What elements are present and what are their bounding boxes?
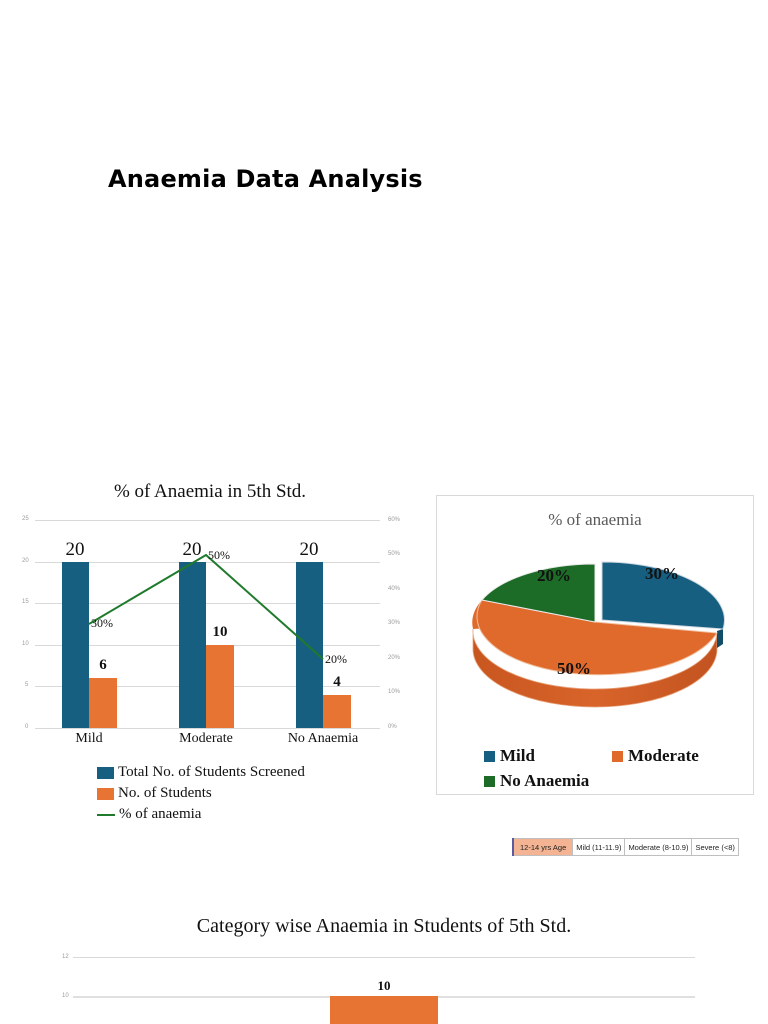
- legend-item: % of anaemia: [97, 804, 305, 825]
- gridline: [35, 603, 380, 604]
- x-tick-label: Moderate: [179, 731, 233, 746]
- chart-title: % of anaemia: [548, 510, 642, 529]
- legend-label: Total No. of Students Screened: [118, 764, 305, 780]
- bar-students-no-anaemia: [323, 695, 351, 728]
- chart-title: % of Anaemia in 5th Std.: [113, 481, 307, 502]
- data-label-students: 6: [99, 657, 107, 673]
- legend-item: No. of Students: [97, 783, 305, 804]
- legend-label: No. of Students: [118, 785, 212, 801]
- pie-chart: % of anaemia 20% 30% 50% Mild Moderate: [436, 495, 754, 795]
- legend-label: Mild: [500, 746, 535, 765]
- data-label-percent: 20%: [325, 652, 347, 666]
- legend-item: Total No. of Students Screened: [97, 762, 305, 783]
- legend-swatch-icon: [484, 775, 495, 787]
- data-label: 10: [377, 978, 391, 993]
- table-cell-severe: Severe (<8): [691, 838, 739, 856]
- legend-item: No Anaemia: [484, 771, 589, 791]
- legend-item: Moderate: [612, 746, 699, 766]
- legend-swatch-icon: [612, 750, 623, 762]
- table-cell-mild: Mild (11-11.9): [572, 838, 626, 856]
- x-axis-line: [35, 728, 380, 729]
- chart-legend: Total No. of Students Screened No. of St…: [97, 762, 305, 825]
- y2-tick: 50%: [388, 551, 401, 557]
- data-label-percent: 50%: [208, 548, 230, 562]
- y2-tick: 0%: [388, 724, 397, 730]
- y2-tick: 20%: [388, 655, 401, 661]
- slice-label-no-anaemia: 20%: [537, 566, 571, 585]
- bar-students-mild: [89, 678, 117, 728]
- y2-tick: 30%: [388, 620, 401, 626]
- gridline: [35, 562, 380, 563]
- y-tick: 10: [22, 641, 29, 647]
- y-tick: 10: [62, 993, 69, 999]
- anaemia-range-table: 12-14 yrs Age Mild (11-11.9) Moderate (8…: [512, 838, 739, 856]
- legend-label: Moderate: [628, 746, 699, 765]
- table-cell-moderate: Moderate (8-10.9): [624, 838, 693, 856]
- pie-graphic: [472, 561, 725, 708]
- legend-swatch-icon: [484, 750, 495, 762]
- y2-tick: 40%: [388, 586, 401, 592]
- data-label-total: 20: [299, 539, 319, 560]
- y-tick: 20: [22, 558, 29, 564]
- y2-tick: 60%: [388, 517, 401, 523]
- legend-label: % of anaemia: [119, 806, 202, 822]
- slice-label-mild: 30%: [645, 564, 679, 583]
- y-tick: 25: [22, 516, 29, 522]
- bar-total-no-anaemia: [296, 562, 323, 728]
- legend-swatch-icon: [97, 766, 114, 779]
- gridline: [73, 957, 695, 958]
- x-tick-label: Mild: [75, 731, 103, 746]
- table-cell-age: 12-14 yrs Age: [512, 838, 574, 856]
- y-tick: 0: [25, 724, 29, 730]
- bar-moderate: [330, 996, 438, 1024]
- legend-line-icon: [97, 813, 115, 816]
- percent-line: [88, 553, 324, 660]
- legend-swatch-icon: [97, 787, 114, 800]
- y2-tick: 10%: [388, 689, 401, 695]
- data-label-students: 4: [333, 674, 341, 690]
- data-label-total: 20: [182, 539, 202, 560]
- chart-title: Category wise Anaemia in Students of 5th…: [196, 915, 572, 937]
- data-label-students: 10: [212, 624, 228, 640]
- x-tick-label: No Anaemia: [287, 731, 359, 746]
- legend-item: Mild: [484, 746, 535, 766]
- bar-students-moderate: [206, 645, 234, 728]
- page-title: Anaemia Data Analysis: [108, 165, 423, 193]
- bar-total-moderate: [179, 562, 206, 728]
- data-label-percent: 30%: [91, 616, 113, 630]
- y-tick: 12: [62, 954, 69, 960]
- bar-total-mild: [62, 562, 89, 728]
- gridline: [35, 520, 380, 521]
- slice-label-moderate: 50%: [557, 659, 591, 678]
- legend-label: No Anaemia: [500, 771, 590, 790]
- data-label-total: 20: [65, 539, 85, 560]
- y-tick: 15: [22, 599, 29, 605]
- y-tick: 5: [25, 682, 29, 688]
